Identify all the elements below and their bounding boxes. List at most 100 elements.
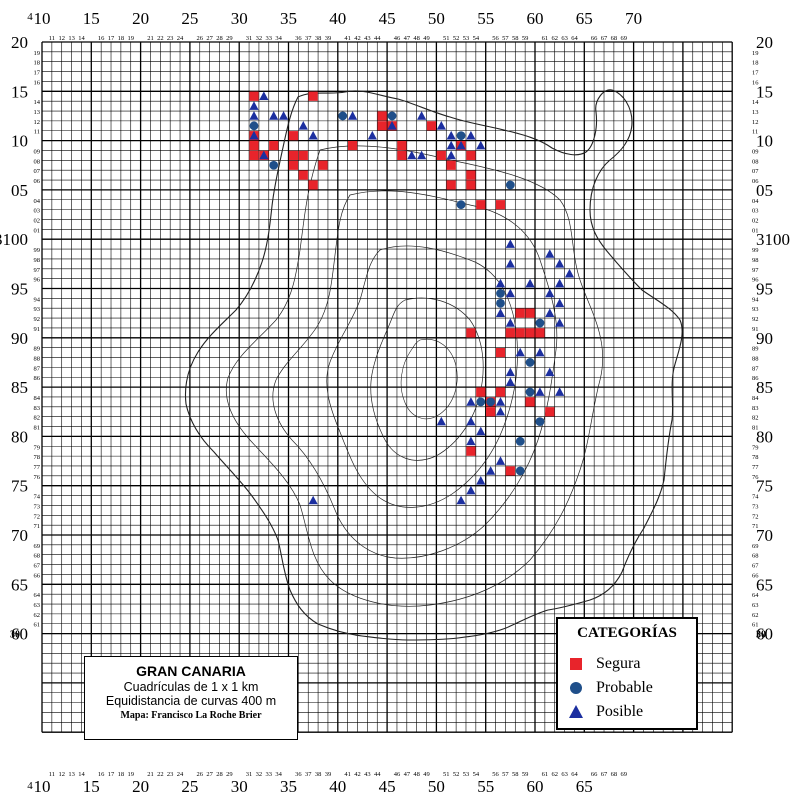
legend-title: CATEGORÍAS (577, 625, 677, 641)
probable-mark (476, 397, 486, 407)
y-axis-minor-label: 74 (752, 494, 759, 501)
segura-mark (466, 170, 476, 180)
y-axis-minor-label: 61 (34, 622, 41, 629)
x-axis-minor-label: 42 (354, 771, 361, 778)
x-axis-minor-label: 28 (216, 771, 223, 778)
posible-mark (555, 318, 565, 327)
y-axis-minor-label: 76 (752, 474, 759, 481)
posible-mark (446, 130, 456, 140)
x-axis-minor-label: 12 (58, 35, 65, 42)
x-axis-minor-label: 51 (443, 771, 450, 778)
y-axis-right-label: 65 (756, 575, 773, 594)
legend-label: Probable (596, 679, 653, 696)
x-axis-minor-label: 34 (275, 771, 282, 778)
x-axis-minor-label: 67 (601, 771, 608, 778)
probable-mark (535, 318, 545, 328)
segura-mark (466, 446, 476, 456)
segura-mark (466, 180, 476, 190)
posible-mark (555, 387, 565, 396)
y-axis-minor-label: 83 (34, 405, 41, 412)
map-credit: Mapa: Francisco La Roche Brier (120, 710, 262, 721)
y-axis-minor-label: 06 (752, 178, 759, 185)
posible-mark (308, 495, 318, 505)
segura-mark (515, 308, 525, 318)
x-axis-minor-label: 57 (502, 35, 509, 42)
y-axis-minor-label: 04 (34, 198, 41, 205)
y-axis-minor-label: 18 (34, 60, 41, 67)
x-axis-minor-label: 68 (611, 771, 618, 778)
x-axis-minor-label: 51 (443, 35, 450, 42)
y-axis-left-label: 60 (11, 625, 28, 644)
y-axis-minor-label: 86 (34, 375, 41, 382)
x-axis-minor-label: 26 (197, 35, 204, 42)
x-axis-minor-label: 54 (473, 771, 480, 778)
blue-triangle-icon (569, 705, 583, 718)
y-axis-left-label: 80 (11, 427, 28, 446)
y-axis-left-label: 95 (11, 280, 28, 299)
posible-mark (347, 111, 358, 120)
x-axis-minor-label: 49 (423, 771, 430, 778)
y-axis-minor-label: 11 (34, 129, 40, 136)
y-axis-minor-label: 73 (752, 503, 759, 510)
posible-mark (308, 130, 318, 140)
x-axis-minor-label: 21 (147, 35, 154, 42)
posible-mark (495, 397, 506, 406)
y-axis-minor-label: 96 (752, 277, 759, 284)
y-axis-minor-label: 82 (752, 415, 759, 422)
y-axis-right-label: 80 (756, 427, 773, 446)
y-axis-minor-label: 81 (752, 425, 759, 432)
segura-mark (505, 328, 515, 338)
posible-mark (545, 367, 555, 377)
posible-mark (466, 485, 476, 495)
x-axis-minor-label: 21 (147, 771, 154, 778)
posible-mark (417, 150, 427, 160)
segura-mark (495, 200, 506, 210)
x-axis-minor-label: 23 (167, 771, 174, 778)
y-axis-minor-label: 06 (34, 178, 41, 185)
y-axis-minor-label: 07 (752, 168, 759, 175)
y-axis-minor-label: 18 (752, 60, 759, 67)
x-axis-minor-label: 23 (167, 35, 174, 42)
y-axis-minor-label: 79 (752, 444, 759, 451)
x-axis-minor-label: 13 (68, 35, 75, 42)
y-axis-minor-label: 97 (34, 267, 41, 274)
x-axis-minor-label: 37 (305, 35, 312, 42)
x-axis-minor-label: 11 (49, 35, 55, 42)
x-axis-minor-label: 11 (49, 771, 55, 778)
y-axis-minor-label: 98 (752, 257, 759, 264)
y-axis-minor-label: 76 (34, 474, 41, 481)
x-axis-minor-label: 39 (325, 771, 332, 778)
y-axis-minor-label: 63 (752, 602, 759, 609)
contour-line (400, 338, 458, 420)
posible-mark (545, 308, 555, 317)
probable-mark (338, 111, 348, 121)
probable-mark (525, 387, 535, 397)
posible-mark (535, 387, 545, 396)
probable-mark (505, 180, 515, 190)
segura-mark (298, 170, 308, 180)
y-axis-minor-label: 78 (752, 454, 759, 461)
posible-mark (555, 298, 565, 308)
probable-mark (456, 200, 466, 210)
y-axis-minor-label: 78 (34, 454, 41, 461)
x-axis-minor-label: 27 (206, 771, 213, 778)
island-outline (184, 89, 683, 641)
x-axis-minor-label: 36 (295, 35, 302, 42)
y-axis-minor-label: 79 (34, 444, 41, 451)
posible-mark (495, 406, 506, 416)
probable-mark (496, 289, 505, 298)
y-axis-minor-label: 17 (34, 70, 41, 77)
red-square-icon (570, 658, 582, 670)
posible-mark (466, 130, 476, 140)
y-axis-minor-label: 01 (752, 227, 759, 234)
contour-line (225, 145, 604, 607)
x-axis-minor-label: 63 (561, 771, 568, 778)
posible-mark (269, 111, 279, 120)
y-axis-minor-label: 84 (34, 395, 41, 402)
x-corner-label: 4 (27, 11, 33, 23)
y-axis-minor-label: 96 (34, 277, 41, 284)
posible-mark (249, 130, 259, 140)
x-axis-top-label: 45 (379, 9, 396, 28)
y-axis-left-label: 20 (11, 33, 28, 52)
